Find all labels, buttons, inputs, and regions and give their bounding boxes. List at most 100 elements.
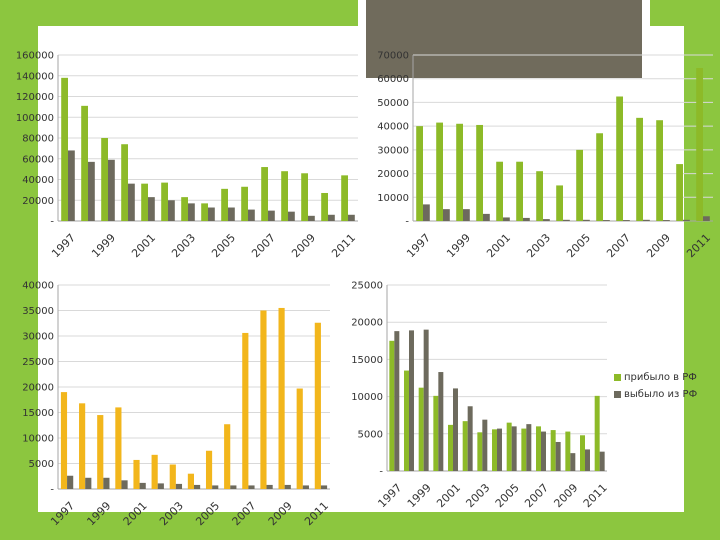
bar-2009-series-0 [278, 307, 285, 489]
bar-2005-series-0 [576, 149, 583, 221]
bar-2005-series-1 [228, 207, 235, 221]
x-tick-label: 2011 [684, 231, 713, 260]
x-tick-label: 1999 [405, 481, 434, 510]
bar-2004-series-1 [194, 484, 201, 489]
bar-2006-series-1 [526, 424, 532, 471]
bar-2006-series-0 [521, 428, 527, 471]
x-tick-label: 2003 [463, 481, 492, 510]
bar-2011-series-1 [703, 216, 710, 221]
bar-1998-series-1 [85, 477, 92, 489]
bar-2007-series-1 [623, 220, 630, 221]
legend-swatch-arrived [614, 374, 621, 381]
bar-2002-series-0 [462, 421, 468, 471]
bar-1997-series-0 [60, 392, 68, 489]
bar-2005-series-1 [212, 485, 219, 489]
legend-item-arrived: прибыло в РФ [614, 372, 714, 383]
bar-2008-series-1 [266, 484, 273, 489]
bar-2009-series-0 [656, 120, 663, 221]
y-tick-label: 20000 [22, 196, 54, 207]
x-tick-label: 1999 [89, 231, 118, 260]
x-tick-label: 2007 [230, 499, 259, 528]
bar-1999-series-1 [423, 329, 429, 471]
bar-2004-series-1 [563, 219, 570, 221]
bar-2010-series-0 [321, 192, 328, 221]
bar-2010-series-1 [302, 485, 309, 489]
bar-1998-series-1 [443, 209, 450, 221]
bar-2000-series-1 [483, 213, 490, 221]
bar-2011-series-1 [348, 214, 355, 221]
bar-2006-series-1 [230, 485, 237, 489]
bar-2011-series-0 [696, 68, 703, 222]
x-tick-label: 2001 [434, 481, 463, 510]
x-tick-label: 2007 [522, 481, 551, 510]
bar-2003-series-0 [536, 171, 543, 221]
bar-1998-series-0 [404, 370, 409, 471]
bar-1997-series-1 [394, 331, 400, 471]
bar-1998-series-1 [88, 161, 95, 221]
bar-2008-series-1 [555, 441, 561, 471]
bar-1998-series-1 [409, 330, 414, 471]
x-tick-label: 2009 [551, 481, 580, 510]
y-tick-label: 40000 [22, 175, 54, 186]
bar-2010-series-0 [296, 388, 303, 489]
x-tick-label: 2001 [129, 231, 158, 260]
bar-2009-series-0 [565, 431, 571, 471]
y-tick-label: - [379, 467, 383, 478]
bar-1998-series-0 [81, 105, 88, 221]
bar-2000-series-0 [115, 407, 122, 489]
bar-2001-series-0 [141, 183, 148, 221]
bar-1999-series-1 [103, 477, 110, 489]
y-tick-label: 25000 [351, 281, 383, 292]
x-tick-label: 2009 [644, 231, 673, 260]
bar-2002-series-0 [161, 182, 168, 221]
y-tick-label: 40000 [377, 122, 409, 133]
bar-2005-series-0 [506, 422, 512, 471]
bar-2000-series-0 [433, 395, 439, 471]
x-tick-label: 2001 [484, 231, 513, 260]
bar-2009-series-1 [570, 453, 576, 471]
bar-2006-series-0 [241, 186, 248, 221]
y-tick-label: 20000 [351, 318, 383, 329]
x-tick-label: 2003 [169, 231, 198, 260]
x-tick-label: 1997 [49, 231, 78, 260]
y-tick-label: 10000 [377, 193, 409, 204]
bar-2011-series-1 [599, 451, 605, 471]
bar-2010-series-0 [580, 435, 585, 471]
y-tick-label: 80000 [22, 134, 54, 145]
y-tick-label: 160000 [16, 51, 54, 62]
y-tick-label: 50000 [377, 98, 409, 109]
bar-2004-series-0 [201, 203, 208, 221]
bar-2000-series-1 [128, 183, 135, 221]
bar-2008-series-0 [550, 430, 556, 471]
bar-1999-series-0 [418, 387, 424, 471]
bar-1998-series-0 [79, 403, 86, 489]
bar-2003-series-1 [175, 483, 183, 489]
bar-2006-series-1 [248, 209, 255, 221]
bar-2009-series-0 [301, 173, 308, 221]
bar-2008-series-1 [288, 211, 295, 221]
x-tick-label: 1997 [48, 499, 77, 528]
y-tick-label: 100000 [16, 113, 54, 124]
bar-1998-series-0 [436, 122, 443, 221]
y-tick-label: - [50, 217, 54, 228]
x-tick-label: 2007 [604, 231, 633, 260]
bar-1997-series-0 [389, 340, 395, 471]
bar-1999-series-0 [97, 415, 104, 489]
chart-arrivals-total: - 20000 40000 60000 80000 100000 120000 140000 1… [16, 51, 358, 261]
bar-2006-series-1 [603, 220, 610, 221]
y-tick-label: 140000 [16, 71, 54, 82]
bar-2002-series-1 [523, 217, 530, 221]
y-tick-label: 5000 [29, 459, 54, 470]
y-tick-label: 20000 [377, 169, 409, 180]
bar-2007-series-1 [541, 431, 546, 471]
x-tick-label: 1997 [404, 231, 433, 260]
bar-2000-series-1 [121, 480, 128, 489]
bar-2003-series-1 [482, 419, 488, 471]
bar-2001-series-1 [453, 388, 458, 471]
bar-2007-series-0 [536, 426, 541, 471]
legend-swatch-departed [614, 391, 621, 398]
y-tick-label: 60000 [22, 154, 54, 165]
bar-2008-series-0 [636, 117, 643, 221]
bar-2010-series-1 [585, 449, 590, 471]
x-tick-label: 2003 [157, 499, 186, 528]
